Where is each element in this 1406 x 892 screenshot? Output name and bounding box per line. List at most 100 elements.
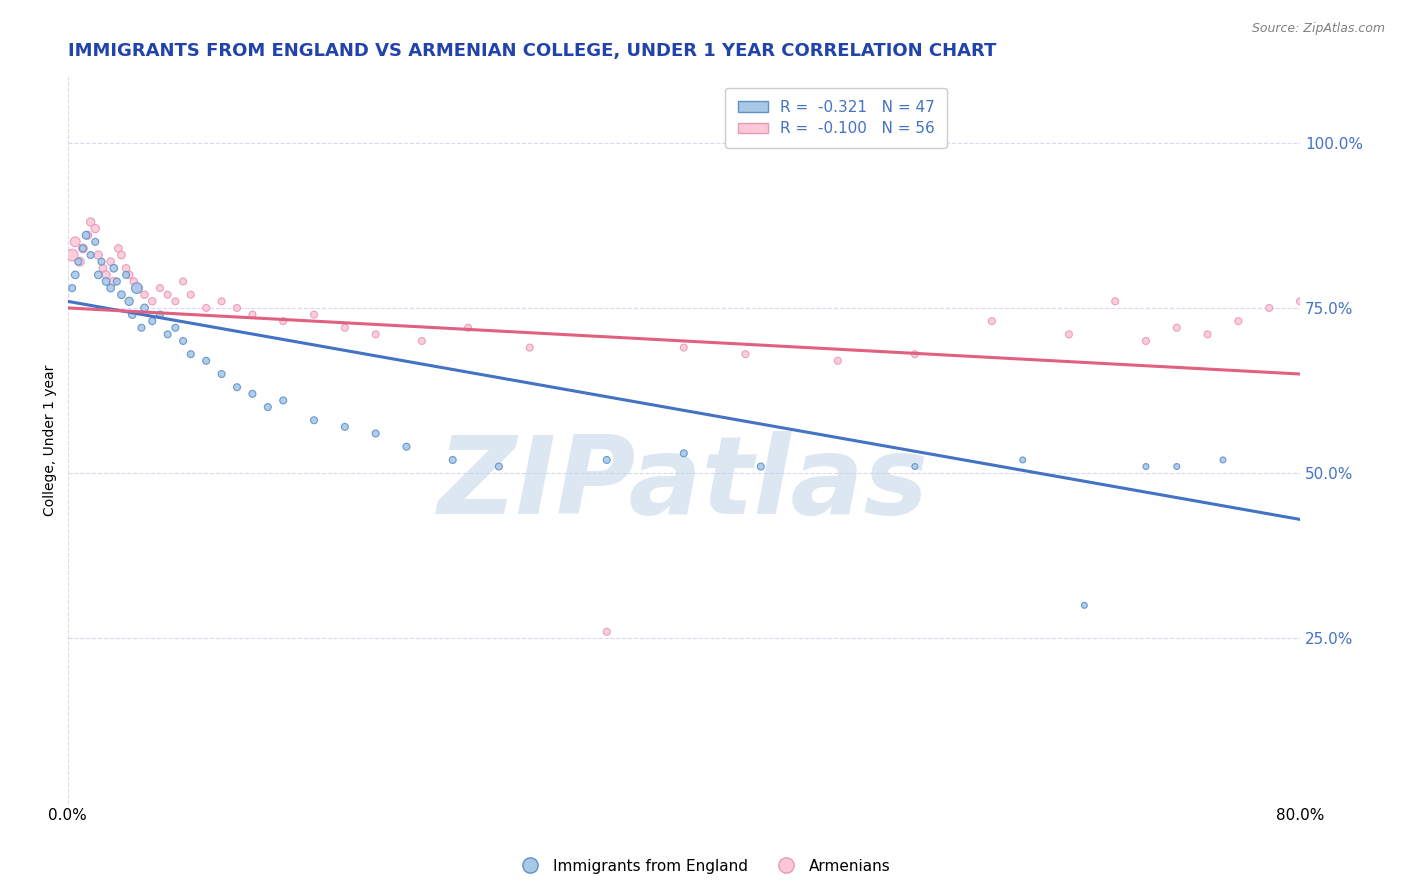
Point xyxy=(90,254,112,268)
Point xyxy=(134,301,156,315)
Point xyxy=(1135,459,1157,474)
Point xyxy=(333,420,356,434)
Legend: Immigrants from England, Armenians: Immigrants from England, Armenians xyxy=(509,853,897,880)
Point xyxy=(156,287,179,301)
Point xyxy=(1334,353,1357,368)
Point xyxy=(411,334,433,348)
Point xyxy=(226,301,249,315)
Point xyxy=(1365,367,1388,381)
Point xyxy=(302,308,325,322)
Point xyxy=(1381,122,1403,136)
Point xyxy=(1258,301,1281,315)
Point xyxy=(100,281,122,295)
Point xyxy=(226,380,249,394)
Point xyxy=(904,459,927,474)
Point xyxy=(131,320,153,334)
Point xyxy=(110,287,132,301)
Point xyxy=(118,294,141,309)
Point xyxy=(242,308,264,322)
Point xyxy=(1135,334,1157,348)
Text: Source: ZipAtlas.com: Source: ZipAtlas.com xyxy=(1251,22,1385,36)
Point xyxy=(1166,459,1188,474)
Point xyxy=(121,308,143,322)
Point xyxy=(75,228,97,243)
Point xyxy=(125,281,148,295)
Point xyxy=(69,254,91,268)
Point xyxy=(749,459,772,474)
Point xyxy=(87,248,110,262)
Point xyxy=(118,268,141,282)
Point xyxy=(149,281,172,295)
Point xyxy=(115,268,138,282)
Point xyxy=(596,453,619,467)
Text: ZIPatlas: ZIPatlas xyxy=(439,431,929,537)
Legend: R =  -0.321   N = 47, R =  -0.100   N = 56: R = -0.321 N = 47, R = -0.100 N = 56 xyxy=(725,88,948,148)
Point xyxy=(256,400,278,414)
Point xyxy=(141,314,163,328)
Point xyxy=(1166,320,1188,334)
Point xyxy=(60,281,83,295)
Point xyxy=(84,221,107,235)
Point xyxy=(904,347,927,361)
Point xyxy=(180,347,202,361)
Point xyxy=(67,254,90,268)
Point xyxy=(72,242,94,256)
Point xyxy=(302,413,325,427)
Point xyxy=(1104,294,1126,309)
Point xyxy=(1320,347,1343,361)
Point xyxy=(122,275,145,289)
Point xyxy=(172,334,194,348)
Point xyxy=(827,353,849,368)
Point xyxy=(110,248,132,262)
Point xyxy=(195,301,218,315)
Point xyxy=(65,268,87,282)
Point xyxy=(141,294,163,309)
Y-axis label: College, Under 1 year: College, Under 1 year xyxy=(44,365,58,516)
Point xyxy=(488,459,510,474)
Point xyxy=(1197,327,1219,342)
Point xyxy=(79,215,101,229)
Point xyxy=(127,281,149,295)
Point xyxy=(333,320,356,334)
Point xyxy=(172,275,194,289)
Point xyxy=(1227,314,1250,328)
Point xyxy=(1073,599,1095,613)
Point xyxy=(734,347,756,361)
Point xyxy=(156,327,179,342)
Point xyxy=(149,308,172,322)
Point xyxy=(165,320,187,334)
Point xyxy=(271,314,294,328)
Point xyxy=(94,268,117,282)
Point xyxy=(1212,453,1234,467)
Point xyxy=(672,341,695,355)
Point xyxy=(134,287,156,301)
Point xyxy=(395,440,418,454)
Point xyxy=(87,268,110,282)
Point xyxy=(165,294,187,309)
Point xyxy=(115,261,138,276)
Point xyxy=(195,353,218,368)
Point xyxy=(211,294,233,309)
Point xyxy=(242,387,264,401)
Point xyxy=(1057,327,1080,342)
Point xyxy=(84,235,107,249)
Point xyxy=(596,624,619,639)
Point xyxy=(65,235,87,249)
Point xyxy=(364,426,387,441)
Point xyxy=(364,327,387,342)
Point xyxy=(76,228,98,243)
Text: IMMIGRANTS FROM ENGLAND VS ARMENIAN COLLEGE, UNDER 1 YEAR CORRELATION CHART: IMMIGRANTS FROM ENGLAND VS ARMENIAN COLL… xyxy=(67,42,995,60)
Point xyxy=(672,446,695,460)
Point xyxy=(91,261,114,276)
Point xyxy=(457,320,479,334)
Point xyxy=(211,367,233,381)
Point xyxy=(72,242,94,256)
Point xyxy=(180,287,202,301)
Point xyxy=(519,341,541,355)
Point xyxy=(79,248,101,262)
Point xyxy=(107,242,129,256)
Point xyxy=(1011,453,1033,467)
Point xyxy=(105,275,128,289)
Point xyxy=(1350,367,1372,381)
Point xyxy=(1305,624,1327,639)
